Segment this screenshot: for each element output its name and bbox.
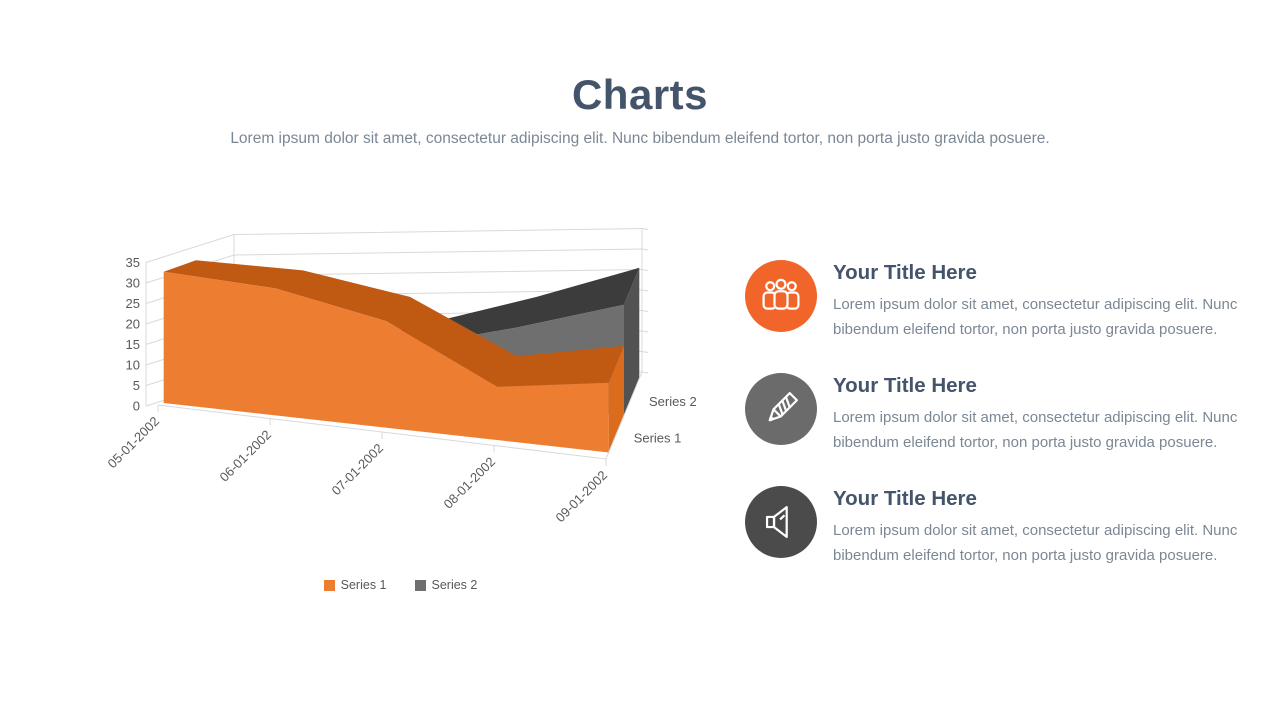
feature-item: Your Title Here Lorem ipsum dolor sit am… bbox=[745, 486, 1245, 568]
people-group-icon bbox=[745, 260, 817, 332]
right-axis-tick bbox=[641, 289, 649, 292]
chart-canvas: 05-01-2002 06-01-2002 07-01-2002 08-01-2002… bbox=[104, 228, 697, 526]
feature-text: Your Title Here Lorem ipsum dolor sit am… bbox=[833, 260, 1261, 342]
right-axis-tick bbox=[641, 371, 649, 374]
feature-text: Your Title Here Lorem ipsum dolor sit am… bbox=[833, 373, 1261, 455]
y-axis-label: 0 bbox=[133, 399, 140, 414]
header: Charts Lorem ipsum dolor sit amet, conse… bbox=[0, 0, 1280, 148]
legend-item: Series 1 bbox=[323, 578, 387, 592]
feature-text: Your Title Here Lorem ipsum dolor sit am… bbox=[833, 486, 1261, 568]
series-end-cap-1 bbox=[608, 345, 624, 453]
feature-list: Your Title Here Lorem ipsum dolor sit am… bbox=[745, 260, 1245, 599]
gridline bbox=[145, 228, 643, 263]
legend-item: Series 2 bbox=[414, 578, 478, 592]
series-top-surface-1 bbox=[163, 260, 624, 387]
legend-label: Series 1 bbox=[340, 578, 387, 592]
x-axis-label: 06-01-2002 bbox=[216, 427, 274, 485]
y-axis-label: 10 bbox=[126, 358, 140, 373]
right-axis-tick bbox=[641, 330, 649, 333]
right-axis-tick bbox=[641, 269, 649, 271]
feature-body: Lorem ipsum dolor sit amet, consectetur … bbox=[833, 296, 1238, 338]
y-axis-label: 25 bbox=[126, 296, 140, 311]
x-axis-label: 05-01-2002 bbox=[104, 414, 162, 472]
feature-title: Your Title Here bbox=[833, 487, 977, 510]
x-axis-label: 08-01-2002 bbox=[440, 454, 498, 512]
series-name-label: Series 2 bbox=[649, 394, 697, 409]
y-axis-label: 15 bbox=[126, 337, 140, 352]
series-name-label: Series 1 bbox=[634, 431, 682, 446]
feature-item: Your Title Here Lorem ipsum dolor sit am… bbox=[745, 260, 1245, 342]
legend-label: Series 2 bbox=[431, 578, 478, 592]
page-subtitle: Lorem ipsum dolor sit amet, consectetur … bbox=[230, 130, 1050, 148]
legend-swatch-series-1 bbox=[323, 579, 335, 591]
area-chart: 05-01-2002 06-01-2002 07-01-2002 08-01-2002… bbox=[88, 225, 733, 595]
y-axis-label: 30 bbox=[126, 276, 140, 291]
feature-item: Your Title Here Lorem ipsum dolor sit am… bbox=[745, 373, 1245, 455]
feature-body: Lorem ipsum dolor sit amet, consectetur … bbox=[833, 409, 1238, 451]
legend-swatch-series-2 bbox=[414, 579, 426, 591]
feature-body: Lorem ipsum dolor sit amet, consectetur … bbox=[833, 522, 1238, 564]
series-front-face-1 bbox=[163, 271, 609, 453]
x-axis-label: 09-01-2002 bbox=[552, 468, 610, 526]
series-end-cap-2 bbox=[624, 267, 640, 416]
x-axis-label: 07-01-2002 bbox=[328, 441, 386, 499]
right-axis-tick bbox=[641, 351, 649, 353]
y-axis-label: 20 bbox=[126, 317, 140, 332]
page-title: Charts bbox=[571, 71, 709, 118]
right-axis-tick bbox=[641, 228, 649, 230]
feature-title: Your Title Here bbox=[833, 261, 977, 284]
right-axis-tick bbox=[641, 310, 649, 312]
chart-legend: Series 1 Series 2 bbox=[88, 578, 713, 592]
right-axis-tick bbox=[641, 248, 649, 251]
pencil-icon bbox=[745, 373, 817, 445]
speaker-icon bbox=[745, 486, 817, 558]
y-axis-label: 35 bbox=[126, 255, 140, 270]
feature-title: Your Title Here bbox=[833, 374, 977, 397]
y-axis-label: 5 bbox=[133, 378, 140, 393]
